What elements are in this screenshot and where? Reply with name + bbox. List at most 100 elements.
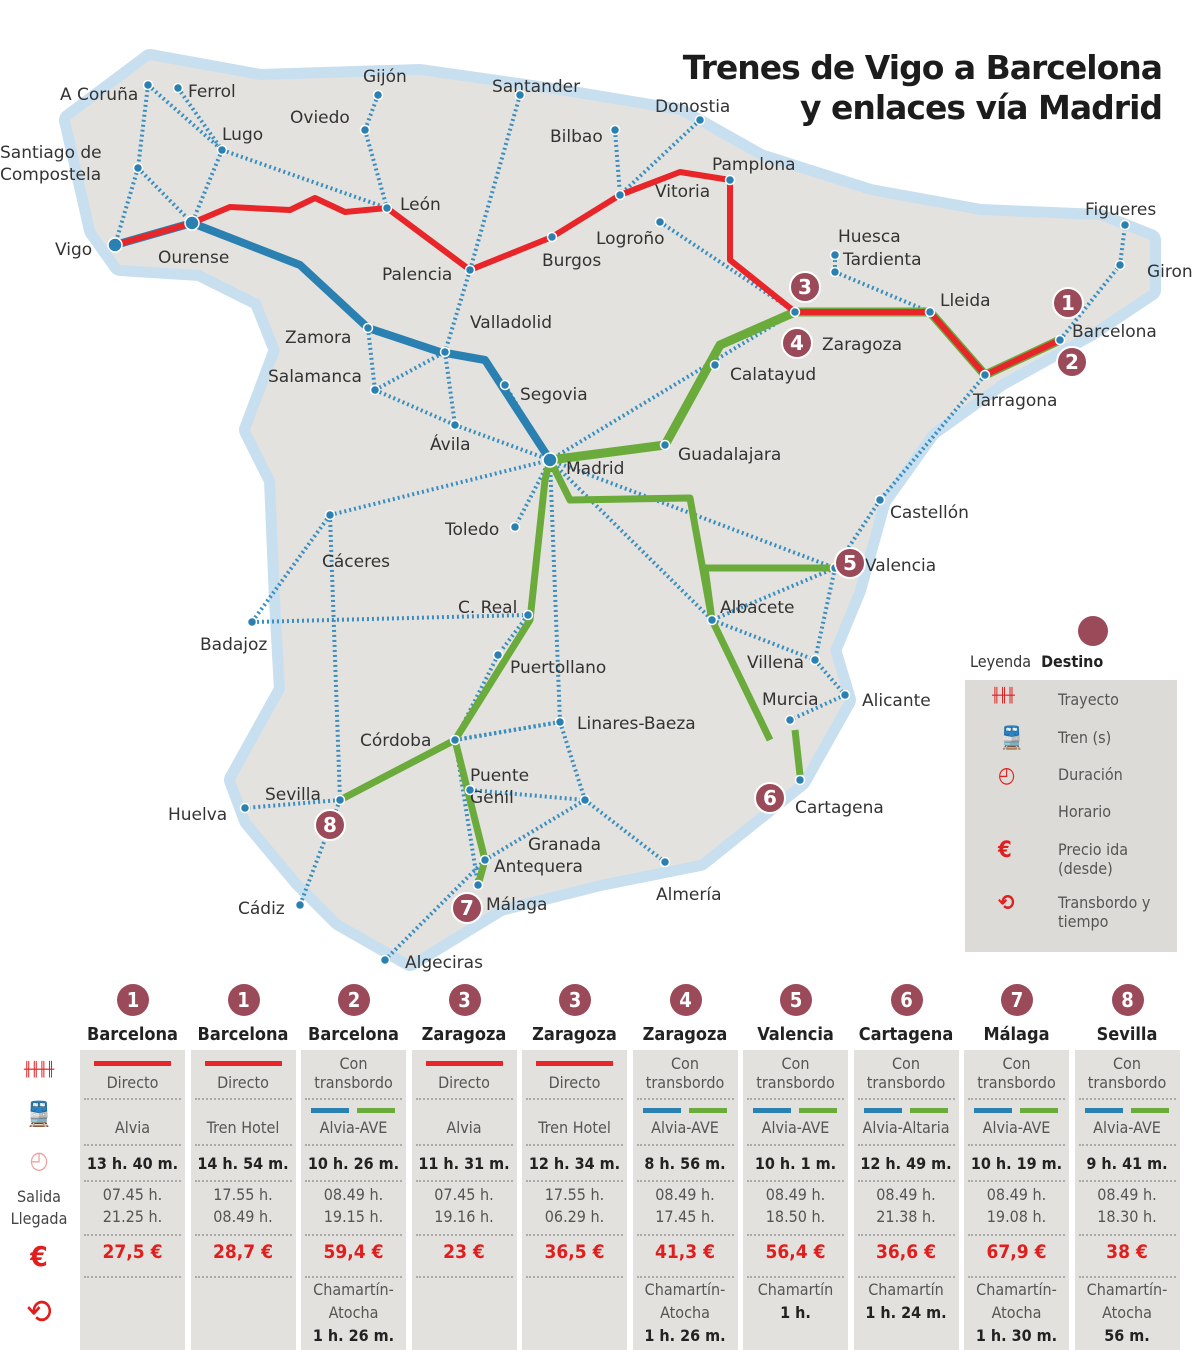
separator (857, 1144, 955, 1146)
network-line (363, 129, 389, 209)
station-dot (359, 124, 371, 136)
station-dot (659, 439, 671, 451)
train-name: Alvia-AVE (1093, 1118, 1161, 1137)
separator (968, 1234, 1065, 1236)
separator (636, 1276, 734, 1278)
city-label: Genil (470, 788, 514, 808)
city-label: Palencia (382, 265, 452, 285)
destination-markers: 1 2 3 4 5 6 7 8 (314, 271, 1088, 924)
city-label: Tardienta (842, 250, 922, 270)
city-label: Tarragona (972, 391, 1057, 411)
city-label: Cádiz (238, 899, 285, 919)
direct-route-bar (425, 1061, 503, 1066)
network-line (1118, 224, 1127, 266)
station-dot (142, 79, 154, 91)
arrival-time: 19.16 h. (434, 1207, 494, 1226)
price: 23 € (443, 1241, 485, 1263)
destination-marker (781, 327, 813, 359)
city-label: Compostela (0, 165, 101, 185)
departure-time: 07.45 h. (102, 1185, 163, 1204)
station-dot (184, 215, 200, 231)
station-dot (784, 714, 796, 726)
station-dot (1114, 259, 1126, 271)
destination-marker (754, 782, 786, 814)
network-line (613, 129, 622, 196)
city-label: Bilbao (550, 127, 603, 147)
departure-time: 08.49 h. (1097, 1185, 1157, 1204)
destination-name: Zaragoza (642, 1024, 728, 1045)
network-line (443, 351, 457, 426)
network-line (583, 798, 667, 864)
schedule-label: Salida (17, 1187, 61, 1206)
destination-marker-number: 6 (763, 786, 777, 810)
departure-time: 17.55 h. (544, 1185, 605, 1204)
timetable: ╫╫╫╫ 🚆 ◴ Salida Llegada € ⟲ 1 Barcelona Directo Al… (0, 980, 1200, 1350)
duration: 10 h. 1 m. (754, 1154, 837, 1173)
arrival-time: 06.29 h. (544, 1207, 605, 1226)
route-type: Directo (438, 1073, 490, 1092)
table-column: 7 Málaga Con transbordo Alvia-AVE 10 h. 19 m.… (964, 980, 1069, 1350)
city-label: Cartagena (795, 798, 884, 818)
transfer-info: Chamartín (757, 1280, 834, 1299)
destination-number: 3 (559, 984, 591, 1016)
city-label: Sevilla (265, 785, 321, 805)
transfer-icon: ⟲ (998, 891, 1015, 916)
station-dot (132, 162, 144, 174)
separator (194, 1180, 292, 1182)
duration: 9 h. 41 m. (1086, 1154, 1168, 1173)
city-label: Linares-Baeza (577, 714, 696, 734)
alvia-bar (311, 1108, 349, 1113)
station-dot (579, 794, 591, 806)
table-column: 4 Zaragoza Con transbordo Alvia-AVE 8 h. 56 m… (632, 980, 738, 1350)
column-background (853, 1050, 959, 1350)
separator (84, 1276, 181, 1278)
legend-destination: Destino (1041, 652, 1104, 671)
separator (747, 1098, 844, 1100)
transfer-info: Chamartín- (313, 1280, 394, 1299)
table-column: 3 Zaragoza Directo Alvia 11 h. 31 m. 07.45 h.… (411, 980, 517, 1350)
station-dot (472, 879, 484, 891)
track-icon: ╫╫╫ (992, 688, 1015, 704)
city-label: Oviedo (290, 108, 350, 128)
transfer-info: 1 h. 24 m. (865, 1303, 947, 1322)
city-label: Albacete (720, 598, 795, 618)
transfer-info: Atocha (1102, 1303, 1152, 1322)
column-background (1074, 1050, 1180, 1350)
table-column: 3 Zaragoza Directo Tren Hotel 12 h. 34 m. 17.… (522, 980, 627, 1350)
network-line (618, 118, 702, 197)
destination-name: Zaragoza (532, 1024, 617, 1045)
city-label: Santander (492, 77, 580, 97)
train-icon: 🚆 (24, 1100, 54, 1128)
city-label: Pamplona (712, 155, 796, 175)
station-dot (439, 346, 451, 358)
city-label: Córdoba (360, 731, 431, 751)
city-label: Villena (747, 653, 804, 673)
network-line (711, 618, 816, 662)
schedule-label: Llegada (10, 1209, 68, 1228)
city-label: Lleida (940, 291, 991, 311)
station-dot (794, 774, 806, 786)
network-line (363, 94, 380, 131)
city-label: Almería (656, 885, 722, 905)
separator (636, 1234, 734, 1236)
separator (636, 1180, 734, 1182)
route-type: Directo (217, 1073, 269, 1092)
station-dot (809, 654, 821, 666)
station-dot (449, 734, 461, 746)
station-dot (294, 899, 306, 911)
direct-route-bar (536, 1061, 613, 1066)
duration: 10 h. 19 m. (970, 1154, 1063, 1173)
transfer-info: 1 h. 26 m. (312, 1326, 395, 1345)
column-background (743, 1050, 848, 1350)
arrival-time: 18.50 h. (765, 1207, 826, 1226)
network-line (244, 798, 341, 810)
train-name: Tren Hotel (206, 1118, 280, 1137)
train-name: Alvia-AVE (651, 1118, 719, 1137)
ave-bar (909, 1108, 948, 1113)
separator (305, 1144, 402, 1146)
euro-icon: € (998, 838, 1012, 863)
column-background (632, 1050, 738, 1350)
station-dot (554, 716, 566, 728)
destination-marker-number: 4 (790, 331, 804, 355)
title-line-2: y enlaces vía Madrid (799, 88, 1163, 127)
